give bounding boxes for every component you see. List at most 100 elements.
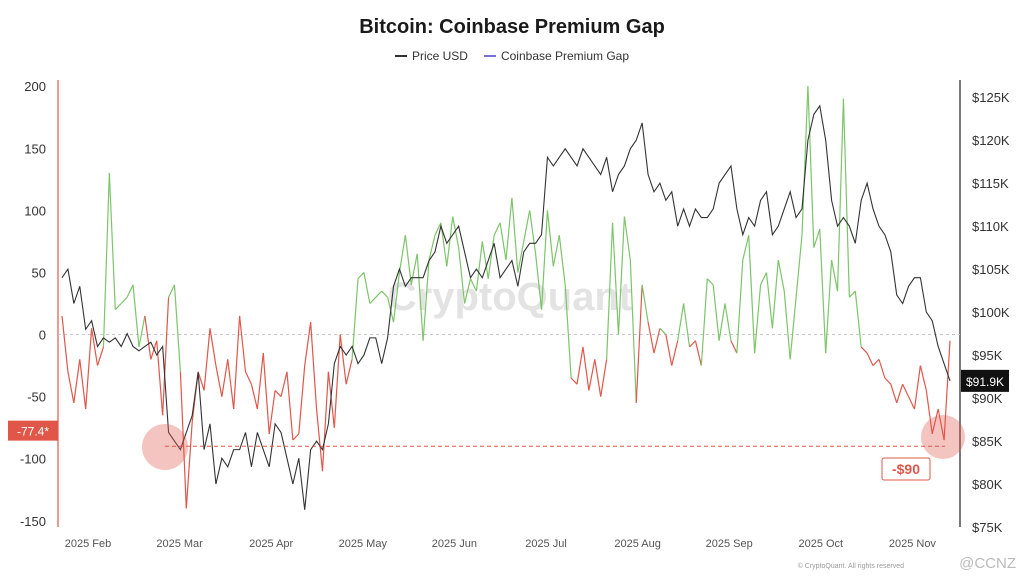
x-tick-label: 2025 Mar <box>156 538 203 550</box>
premium-gap-segment <box>327 371 335 428</box>
premium-gap-segment <box>239 315 247 372</box>
premium-gap-segment <box>896 384 904 404</box>
premium-gap-segment <box>381 290 389 298</box>
y-left-tick-label: 150 <box>24 141 46 156</box>
premium-gap-segment <box>517 241 525 273</box>
legend-swatch-gap <box>483 55 496 57</box>
y-left-tick-label: -150 <box>20 514 46 529</box>
premium-gap-segment <box>203 328 211 391</box>
premium-gap-segment <box>771 259 779 329</box>
premium-gap-segment <box>96 346 105 366</box>
premium-gap-segment <box>913 365 921 410</box>
premium-gap-segment <box>475 241 483 292</box>
premium-gap-segment <box>268 390 276 434</box>
highlight-circle-march <box>142 424 188 470</box>
y-left-tick-label: -50 <box>27 390 46 405</box>
premium-gap-segment <box>724 303 732 341</box>
premium-gap-segment <box>813 228 821 248</box>
premium-gap-segment <box>783 291 791 360</box>
premium-gap-segment <box>144 315 152 360</box>
premium-gap-segment <box>363 272 371 304</box>
premium-gap-segment <box>730 340 738 354</box>
premium-gap-segment <box>73 359 81 403</box>
premium-gap-segment <box>138 315 146 348</box>
premium-gap-segment <box>925 390 933 434</box>
legend-item-gap[interactable]: Coinbase Premium Gap <box>483 49 629 63</box>
premium-gap-segment <box>564 284 572 379</box>
premium-gap-segment <box>819 228 827 354</box>
premium-gap-segment <box>85 328 93 410</box>
premium-gap-segment <box>588 359 596 391</box>
premium-gap-segment <box>535 253 543 310</box>
premium-gap-segment <box>511 197 519 273</box>
left-axis-value-badge <box>8 420 58 441</box>
highlight-circle-nov <box>921 415 965 459</box>
premium-gap-segment <box>102 173 110 347</box>
premium-gap-segment <box>836 98 845 292</box>
premium-gap-segment <box>801 86 809 236</box>
premium-gap-segment <box>546 210 554 267</box>
premium-gap-segment <box>659 327 667 335</box>
premium-gap-segment <box>274 390 282 398</box>
premium-gap-segment <box>422 259 430 341</box>
y-right-tick-label: $120K <box>972 133 1010 148</box>
premium-gap-segment <box>712 284 720 341</box>
premium-gap-segment <box>617 216 625 335</box>
premium-gap-segment <box>428 235 436 261</box>
premium-gap-segment <box>854 291 862 348</box>
premium-gap-segment <box>677 303 685 341</box>
y-right-tick-label: $75K <box>972 520 1003 535</box>
premium-gap-segment <box>736 260 744 354</box>
premium-gap-segment <box>594 359 602 397</box>
x-tick-label: 2025 Apr <box>249 538 293 550</box>
premium-gap-segment <box>665 334 673 366</box>
y-left-tick-label: -100 <box>20 452 46 467</box>
premium-gap-segment <box>647 322 655 354</box>
premium-gap-segment <box>689 340 696 348</box>
x-tick-label: 2025 Nov <box>889 538 937 550</box>
premium-gap-segment <box>108 173 116 310</box>
premium-gap-segment <box>114 303 122 311</box>
premium-gap-segment <box>623 216 631 261</box>
premium-gap-segment <box>221 359 229 397</box>
x-tick-label: 2025 May <box>339 538 388 550</box>
premium-gap-segment <box>795 235 803 298</box>
premium-gap-segment <box>499 222 507 261</box>
price-last-value-badge <box>961 369 1009 392</box>
premium-gap-segment <box>262 353 270 434</box>
premium-gap-segment <box>156 340 164 416</box>
premium-gap-segment <box>250 384 258 410</box>
y-left-tick-label: 0 <box>39 328 46 343</box>
premium-gap-segment <box>706 278 714 286</box>
premium-gap-segment <box>292 433 300 441</box>
premium-gap-segment <box>529 210 537 254</box>
premium-gap-segment <box>357 272 365 280</box>
premium-gap-segment <box>606 222 614 360</box>
premium-gap-segment <box>570 377 578 385</box>
premium-gap-segment <box>369 296 377 304</box>
premium-gap-segment <box>446 216 454 267</box>
premium-gap-segment <box>937 408 945 441</box>
left-axis-value-label: -77.4* <box>17 425 49 439</box>
premium-gap-segment <box>890 384 898 404</box>
y-left-tick-label: 200 <box>24 79 46 94</box>
premium-gap-segment <box>919 365 927 391</box>
premium-gap-segment <box>487 235 495 279</box>
watermark-text: CryptoQuant <box>388 275 632 319</box>
premium-gap-segment <box>842 98 850 298</box>
premium-gap-segment <box>582 346 590 391</box>
legend-item-price[interactable]: Price USD <box>394 49 468 63</box>
premium-gap-segment <box>540 210 549 310</box>
premium-gap-segment <box>197 371 205 391</box>
x-tick-label: 2025 Aug <box>614 538 661 550</box>
premium-gap-segment <box>375 290 383 298</box>
premium-gap-segment <box>754 284 762 354</box>
premium-gap-segment <box>227 359 235 410</box>
premium-gap-segment <box>345 359 353 385</box>
premium-gap-segment <box>493 222 501 236</box>
premium-gap-segment <box>902 383 910 397</box>
y-right-tick-label: $105K <box>972 262 1010 277</box>
premium-gap-segment <box>79 359 87 410</box>
y-right-tick-label: $80K <box>972 477 1003 492</box>
